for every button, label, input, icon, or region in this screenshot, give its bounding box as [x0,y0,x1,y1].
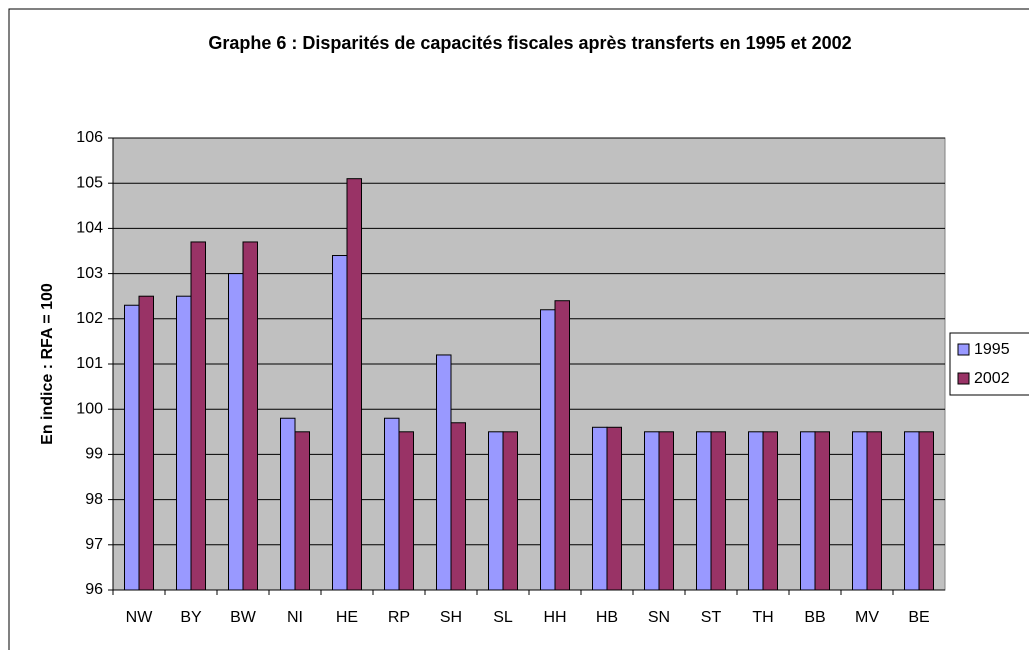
bar [436,354,452,591]
legend-swatch [957,343,970,356]
bar [540,309,556,591]
x-tick-label: HB [596,609,618,626]
y-tick-label: 105 [76,174,103,191]
bar [710,431,726,591]
legend-label: 1995 [974,341,1010,358]
bar [398,431,414,591]
legend-box [949,332,1029,396]
bar [450,422,466,591]
x-tick-label: BW [230,609,257,626]
y-tick-label: 97 [85,536,103,553]
bar [748,431,764,591]
bar [138,295,154,591]
legend-label: 2002 [974,370,1010,387]
bar [762,431,778,591]
x-tick-label: TH [752,609,773,626]
bar [866,431,882,591]
bar [800,431,816,591]
bar [124,304,140,591]
bar [332,255,348,591]
bar [190,241,206,591]
x-tick-label: NI [287,609,303,626]
x-tick-label: SH [440,609,462,626]
bar [852,431,868,591]
bar [904,431,920,591]
x-tick-label: ST [701,609,722,626]
bar [554,300,570,591]
x-tick-label: BY [180,609,202,626]
x-tick-label: HH [543,609,566,626]
x-tick-label: MV [855,609,879,626]
bar [918,431,934,591]
x-tick-label: BE [908,609,929,626]
bar [384,417,400,591]
x-tick-label: NW [126,609,154,626]
x-tick-label: SN [648,609,670,626]
y-tick-label: 103 [76,265,103,282]
y-tick-label: 102 [76,310,103,327]
y-tick-label: 106 [76,129,103,146]
x-tick-label: SL [493,609,513,626]
x-tick-label: RP [388,609,410,626]
bar [294,431,310,591]
bar [176,295,192,591]
y-axis-label: En indice : RFA = 100 [39,283,56,445]
bar [502,431,518,591]
bar [228,273,244,591]
bar [658,431,674,591]
bar [592,426,608,591]
bar [242,241,258,591]
y-tick-label: 101 [76,355,103,372]
bar [644,431,660,591]
bar [814,431,830,591]
y-tick-label: 104 [76,220,103,237]
x-tick-label: HE [336,609,358,626]
legend-swatch [957,372,970,385]
bar [280,417,296,591]
y-tick-label: 99 [85,446,103,463]
x-tick-label: BB [804,609,825,626]
y-tick-label: 100 [76,400,103,417]
bar [606,426,622,591]
bar [346,178,362,591]
chart-frame [8,8,1029,650]
bar [696,431,712,591]
y-tick-label: 98 [85,491,103,508]
y-tick-label: 96 [85,581,103,598]
chart-title: Graphe 6 : Disparités de capacités fisca… [208,33,852,53]
bar [488,431,504,591]
